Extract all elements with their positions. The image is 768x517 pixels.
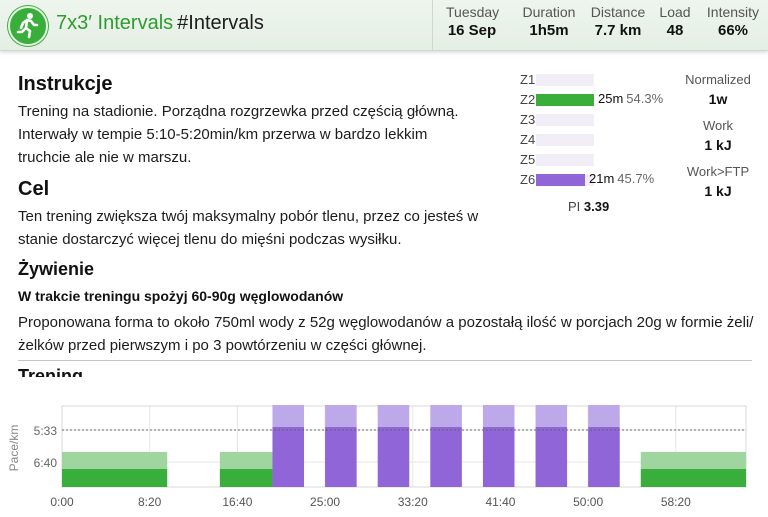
zywienie-heading: Żywienie bbox=[18, 259, 95, 279]
interval-bar-upper bbox=[377, 405, 410, 427]
metric-load-label: Load bbox=[659, 4, 691, 20]
x-tick-label: 33:20 bbox=[398, 495, 428, 509]
zone-bar bbox=[536, 94, 594, 106]
stat-work-label: Work bbox=[702, 118, 734, 133]
easy-bar-upper bbox=[62, 452, 168, 469]
stat-normalized-label: Normalized bbox=[685, 72, 751, 87]
interval-bar bbox=[325, 427, 357, 487]
interval-bar-upper bbox=[325, 405, 357, 427]
metric-distance: Distance 7.7 km bbox=[590, 4, 646, 39]
zone-label: Z4 bbox=[520, 132, 536, 147]
x-tick-label: 16:40 bbox=[222, 495, 252, 509]
instrukcje-text: Trening na stadionie. Porządna rozgrzewk… bbox=[18, 103, 459, 166]
metric-date-value: 16 Sep bbox=[447, 22, 497, 39]
zone-track bbox=[536, 114, 594, 126]
interval-bar-upper bbox=[272, 405, 305, 427]
zone-track bbox=[536, 154, 594, 166]
easy-bar bbox=[62, 469, 168, 487]
zone-value: 25m 54.3% bbox=[598, 91, 664, 106]
workout-tag: #Intervals bbox=[177, 12, 264, 34]
zone-label: Z3 bbox=[520, 112, 536, 127]
zone-percent: 45.7% bbox=[617, 171, 655, 186]
stat-normalized-value: 1w bbox=[708, 91, 728, 107]
interval-bar-upper bbox=[588, 405, 620, 427]
metric-duration: Duration 1h5m bbox=[520, 4, 578, 39]
x-tick-label: 58:20 bbox=[661, 495, 691, 509]
zone-percent: 54.3% bbox=[626, 91, 664, 106]
x-tick-label: 0:00 bbox=[50, 495, 74, 509]
cel-heading: Cel bbox=[18, 178, 50, 200]
stat-normalized: Normalized 1w bbox=[676, 72, 760, 107]
running-person-icon bbox=[8, 6, 48, 46]
metric-date: Tuesday 16 Sep bbox=[446, 4, 500, 39]
stat-work: Work 1 kJ bbox=[676, 118, 760, 153]
interval-bar-upper bbox=[482, 405, 515, 427]
y-axis-label: Pace/km bbox=[7, 425, 21, 472]
interval-bar bbox=[430, 427, 462, 487]
zone-label: Z2 bbox=[520, 92, 536, 107]
metric-intensity: Intensity 66% bbox=[704, 4, 762, 39]
section-divider bbox=[18, 360, 752, 361]
metric-load: Load 48 bbox=[656, 4, 694, 39]
zone-bar bbox=[536, 174, 585, 186]
zone-label: Z1 bbox=[520, 72, 536, 87]
zone-row-z3: Z3 bbox=[512, 110, 682, 130]
x-tick-label: 25:00 bbox=[310, 495, 340, 509]
zone-track bbox=[536, 74, 594, 86]
metric-distance-value: 7.7 km bbox=[594, 22, 642, 39]
metric-distance-label: Distance bbox=[590, 4, 646, 20]
y-tick-label: 6:40 bbox=[34, 456, 58, 470]
zone-row-z4: Z4 bbox=[512, 130, 682, 150]
cel-text: Ten trening zwiększa twój maksymalny pob… bbox=[18, 208, 479, 248]
zone-label: Z6 bbox=[520, 172, 536, 187]
stat-work-ftp-value: 1 kJ bbox=[704, 183, 732, 199]
workout-title[interactable]: 7x3′ Intervals #Intervals bbox=[56, 12, 264, 35]
workout-name: 7x3′ Intervals bbox=[56, 12, 174, 34]
interval-bar bbox=[272, 427, 305, 487]
header-divider bbox=[432, 0, 433, 50]
stat-work-ftp: Work>FTP 1 kJ bbox=[676, 164, 760, 199]
pi-number: 3.39 bbox=[583, 199, 610, 214]
stat-work-ftp-label: Work>FTP bbox=[686, 164, 750, 179]
x-tick-label: 50:00 bbox=[573, 495, 603, 509]
metric-date-label: Tuesday bbox=[446, 4, 500, 20]
metric-duration-value: 1h5m bbox=[529, 22, 569, 39]
metric-duration-label: Duration bbox=[522, 4, 576, 20]
workout-description: Instrukcje Trening na stadionie. Porządn… bbox=[18, 72, 498, 307]
easy-bar bbox=[640, 469, 746, 487]
interval-bar bbox=[535, 427, 568, 487]
zone-row-z1: Z1 bbox=[512, 70, 682, 90]
zone-track bbox=[536, 134, 594, 146]
pi-value: PI 3.39 bbox=[568, 199, 609, 214]
zywienie-subheading: W trakcie treningu spożyj 60-90g węglowo… bbox=[18, 288, 344, 304]
interval-bar-upper bbox=[430, 405, 462, 427]
pi-label: PI bbox=[568, 199, 581, 214]
metric-load-value: 48 bbox=[666, 22, 684, 39]
zone-row-z2: Z2 25m 54.3% bbox=[512, 90, 682, 110]
stat-work-value: 1 kJ bbox=[704, 137, 732, 153]
easy-bar bbox=[219, 469, 273, 487]
interval-bar-upper bbox=[535, 405, 568, 427]
zone-row-z6: Z6 21m 45.7% bbox=[512, 170, 682, 190]
x-tick-label: 8:20 bbox=[138, 495, 162, 509]
zone-row-z5: Z5 bbox=[512, 150, 682, 170]
x-tick-label: 41:40 bbox=[485, 495, 515, 509]
zone-label: Z5 bbox=[520, 152, 536, 167]
zone-value: 21m 45.7% bbox=[589, 171, 655, 186]
instrukcje-heading: Instrukcje bbox=[18, 73, 113, 95]
interval-bar bbox=[588, 427, 620, 487]
zywienie-text: Proponowana forma to około 750ml wody z … bbox=[18, 314, 754, 354]
metric-intensity-label: Intensity bbox=[706, 4, 760, 20]
pace-chart[interactable]: 5:33 6:40 Pace/km 0:00 8:20 16:40 25:00 33:20 41… bbox=[0, 388, 768, 517]
trening-heading: Trening bbox=[18, 366, 84, 377]
interval-bar bbox=[482, 427, 515, 487]
interval-bar bbox=[377, 427, 410, 487]
easy-bar-upper bbox=[219, 452, 273, 469]
metric-intensity-value: 66% bbox=[717, 22, 749, 39]
y-tick-label: 5:33 bbox=[34, 424, 58, 438]
easy-bar-upper bbox=[640, 452, 746, 469]
workout-header: 7x3′ Intervals #Intervals Tuesday 16 Sep … bbox=[0, 0, 768, 51]
